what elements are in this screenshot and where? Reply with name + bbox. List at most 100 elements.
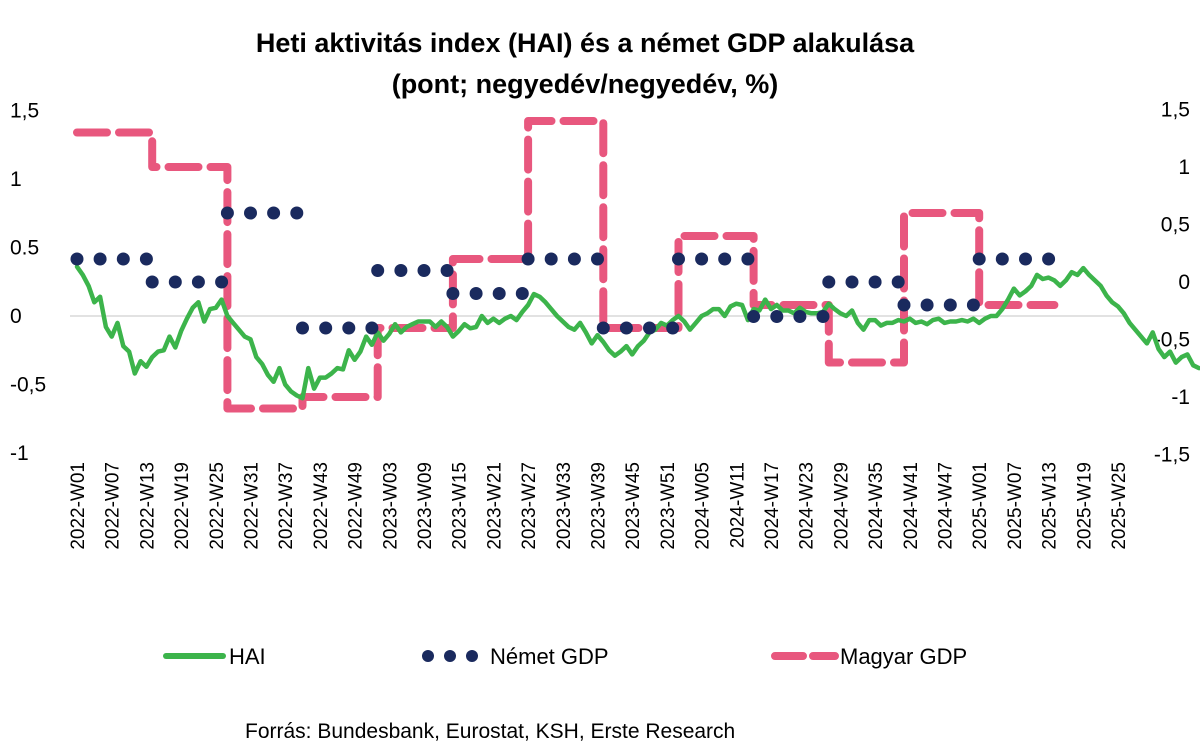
series-nemet-gdp-dot [741, 252, 755, 266]
legend-swatch-nemet-dot [444, 650, 456, 662]
series-nemet-gdp-dot [365, 321, 379, 335]
series-nemet-gdp-dot [920, 298, 934, 312]
x-tick-label: 2022-W43 [311, 462, 332, 550]
x-tick-label: 2023-W03 [380, 462, 401, 550]
series-nemet-gdp-dot [290, 206, 304, 220]
right-tick-label: 1 [1178, 156, 1190, 179]
left-tick-label: -1 [10, 442, 29, 465]
right-tick-label: -0,5 [1154, 329, 1190, 352]
legend-swatch-nemet-dot [466, 650, 478, 662]
series-nemet-gdp-dot [544, 252, 558, 266]
series-nemet-gdp-dot [342, 321, 356, 335]
x-tick-label: 2023-W45 [623, 462, 644, 550]
series-nemet-gdp-dot [139, 252, 153, 266]
series-nemet-gdp-dot [793, 310, 807, 323]
legend-swatch-nemet-dot [422, 650, 434, 662]
x-tick-label: 2024-W41 [901, 462, 922, 550]
chart-title: Heti aktivitás index (HAI) és a német GD… [256, 28, 915, 58]
x-tick-label: 2024-W17 [762, 462, 783, 550]
series-nemet-gdp-dot [267, 206, 281, 220]
x-tick-label: 2023-W51 [658, 462, 679, 550]
series-nemet-gdp-dot [747, 310, 761, 323]
source-note: Forrás: Bundesbank, Eurostat, KSH, Erste… [245, 720, 735, 743]
x-tick-label: 2024-W05 [693, 462, 714, 550]
x-tick-label: 2024-W35 [866, 462, 887, 550]
x-tick-label: 2025-W13 [1040, 462, 1061, 550]
x-tick-label: 2022-W31 [242, 462, 263, 550]
series-nemet-gdp-dot [168, 275, 182, 289]
series-nemet-gdp-dot [567, 252, 581, 266]
series-nemet-gdp-dot [816, 310, 830, 323]
series-nemet-gdp-dot [492, 287, 506, 300]
series-nemet-gdp-dot [191, 275, 205, 289]
legend-label-hai: HAI [229, 644, 266, 669]
x-tick-label: 2024-W47 [936, 462, 957, 550]
left-tick-label: 0.5 [10, 237, 39, 260]
series-nemet-gdp-dot [591, 252, 604, 266]
series-layer [70, 117, 1200, 413]
series-nemet-gdp-dot [417, 264, 431, 277]
series-nemet-gdp-dot [972, 252, 986, 266]
series-nemet-gdp-dot [244, 206, 257, 220]
x-tick-label: 2022-W37 [276, 462, 297, 550]
right-tick-label: 1,5 [1161, 99, 1190, 122]
x-tick-label: 2023-W15 [450, 462, 471, 550]
x-tick-label: 2022-W25 [207, 462, 228, 550]
x-tick-label: 2024-W23 [797, 462, 818, 550]
series-nemet-gdp-dot [822, 275, 836, 289]
series-nemet-gdp-dot [521, 252, 535, 266]
x-tick-label: 2023-W33 [554, 462, 575, 550]
x-tick-label: 2025-W07 [1005, 462, 1026, 550]
series-nemet-gdp-dot [966, 298, 980, 312]
series-nemet-gdp-dot [145, 275, 159, 289]
series-nemet-gdp-dot [943, 298, 957, 312]
series-magyar-gdp-line [73, 117, 1059, 413]
right-tick-label: -1 [1171, 386, 1190, 409]
legend: HAI Német GDP Magyar GDP [163, 644, 967, 669]
x-tick-label: 2022-W19 [172, 462, 193, 550]
x-tick-label: 2023-W39 [589, 462, 610, 550]
series-nemet-gdp-dot [897, 298, 911, 312]
series-nemet-gdp-dot [215, 275, 229, 289]
series-nemet-gdp-dot [93, 252, 107, 266]
series-nemet-gdp-dot [666, 321, 680, 335]
left-tick-label: 1 [10, 168, 22, 191]
x-tick-label: 2023-W21 [484, 462, 505, 550]
series-nemet-gdp-dot [296, 321, 309, 335]
right-tick-label: 0,5 [1161, 214, 1190, 237]
legend-label-magyar-gdp: Magyar GDP [840, 644, 967, 669]
series-nemet-gdp-dot [319, 321, 333, 335]
x-tick-label: 2025-W19 [1074, 462, 1095, 550]
series-nemet-gdp-dot [845, 275, 859, 289]
series-nemet-gdp-dot [515, 287, 529, 300]
legend-label-nemet-gdp: Német GDP [490, 644, 609, 669]
series-nemet-gdp-dot [770, 310, 784, 323]
x-tick-label: 2025-W01 [970, 462, 991, 550]
series-nemet-gdp-dot [70, 252, 84, 266]
x-tick-label: 2022-W07 [103, 462, 124, 550]
series-nemet-gdp-dot [1042, 252, 1056, 266]
series-nemet-gdp-dot [469, 287, 483, 300]
left-tick-label: 1,5 [10, 100, 39, 123]
left-tick-label: 0 [10, 305, 22, 328]
series-nemet-gdp-dot [672, 252, 685, 266]
x-tick-label: 2024-W29 [831, 462, 852, 550]
series-nemet-gdp-dot [619, 321, 633, 335]
x-tick-label: 2023-W27 [519, 462, 540, 550]
series-nemet-gdp-dot [891, 275, 905, 289]
x-tick-label: 2025-W25 [1109, 462, 1130, 550]
left-tick-label: -0,5 [10, 374, 46, 397]
series-nemet-gdp-dot [394, 264, 408, 277]
left-axis: -1 -0,5 0 0.5 1 1,5 [10, 100, 46, 466]
x-axis: 2022-W01 2022-W07 2022-W13 2022-W19 2022-W25… [68, 462, 1130, 550]
x-tick-label: 2023-W09 [415, 462, 436, 550]
right-tick-label: 0 [1178, 271, 1190, 294]
x-tick-label: 2022-W01 [68, 462, 89, 550]
series-nemet-gdp-dot [868, 275, 882, 289]
x-tick-label: 2022-W13 [137, 462, 158, 550]
series-nemet-gdp-dot [371, 264, 385, 277]
series-nemet-gdp-dot [695, 252, 709, 266]
series-nemet-gdp-dot [596, 321, 610, 335]
